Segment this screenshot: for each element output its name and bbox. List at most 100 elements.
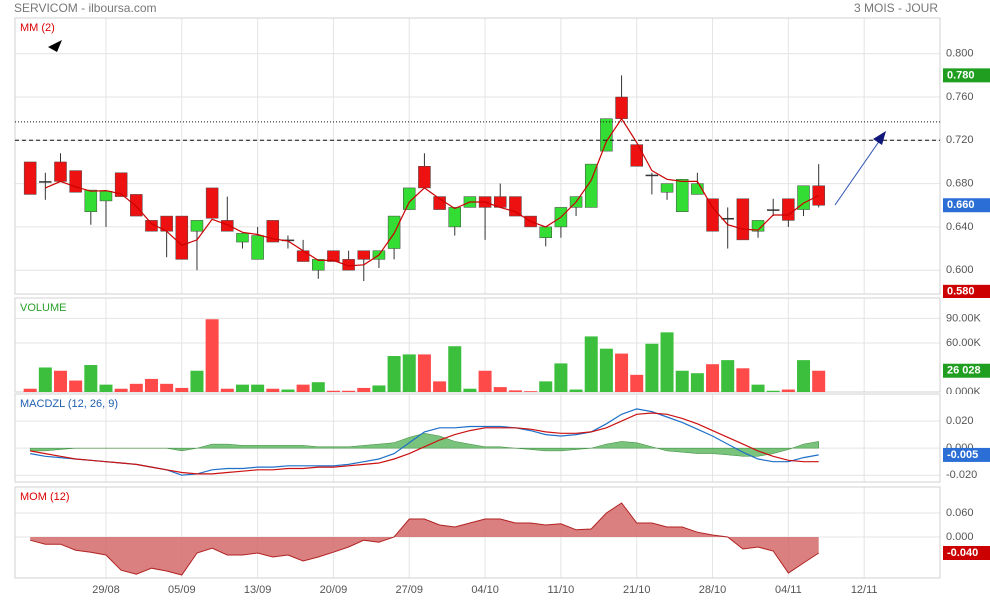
value-marker-label: 0.660 <box>947 199 975 211</box>
x-tick-label: 12/11 <box>851 584 878 596</box>
x-tick-label: 21/10 <box>623 584 651 596</box>
volume-bar <box>235 384 249 392</box>
y-tick-label: 0.760 <box>946 91 974 103</box>
value-marker-label: -0.005 <box>947 449 978 461</box>
value-marker <box>943 68 990 83</box>
volume-bar <box>433 381 447 392</box>
volume-bar <box>690 373 704 392</box>
volume-bar <box>448 346 462 392</box>
volume-bar <box>84 365 98 392</box>
volume-bar <box>160 383 174 392</box>
volume-bar <box>675 370 689 392</box>
volume-bar <box>554 363 568 392</box>
x-tick-label: 04/10 <box>471 584 499 596</box>
panel-frame <box>14 297 941 393</box>
candle-body <box>205 187 219 219</box>
volume-bar <box>69 380 83 392</box>
panel: 0.600 0.640 0.680 0.720 0.760 0.800 MM (2) 0.78… <box>0 17 990 299</box>
value-marker <box>943 363 990 378</box>
volume-bar <box>205 319 219 392</box>
period-label: 3 MOIS - JOUR <box>854 1 938 15</box>
volume-bar <box>524 391 538 392</box>
candle-body <box>691 183 704 195</box>
volume-bar <box>736 368 750 392</box>
volume-bar <box>251 384 265 392</box>
plot-area <box>29 408 819 476</box>
volume-bar <box>615 353 629 392</box>
volume-bar <box>220 388 234 392</box>
volume-bar <box>645 343 659 392</box>
candle-body <box>221 220 234 232</box>
candle-body <box>645 174 659 177</box>
y-tick-label: -0.020 <box>946 469 977 481</box>
plot-area <box>30 502 819 576</box>
arrow-head <box>873 131 886 145</box>
y-tick-label: 60.00K <box>946 337 982 349</box>
volume-bar <box>296 384 310 392</box>
volume-bar <box>812 370 826 392</box>
x-tick-label: 11/10 <box>548 584 575 596</box>
volume-bar <box>190 370 204 392</box>
volume-bar <box>630 374 644 392</box>
candle-body <box>312 259 325 271</box>
candle-body <box>190 220 204 232</box>
candle-body <box>39 181 52 183</box>
x-tick-label: 04/11 <box>775 584 802 596</box>
x-tick-label: 20/09 <box>320 584 348 596</box>
candle-body <box>327 250 340 262</box>
candle-body <box>296 250 310 262</box>
candle-body <box>600 118 613 152</box>
panel-title: MM (2) <box>20 22 55 34</box>
volume-bar <box>766 390 780 392</box>
value-marker-label: 26 028 <box>947 365 981 377</box>
y-tick-label: 0.020 <box>946 415 974 427</box>
y-tick-label: 0.640 <box>946 221 974 233</box>
volume-bar <box>569 389 583 392</box>
volume-bar <box>539 381 553 392</box>
candle-body <box>54 161 67 182</box>
volume-bar <box>721 360 735 392</box>
candle-body <box>706 198 719 232</box>
volume-bar <box>99 384 113 392</box>
volume-bar <box>23 388 37 392</box>
candle-body <box>615 96 628 119</box>
volume-bar <box>584 336 598 392</box>
volume-bar <box>175 387 189 392</box>
plot-area <box>23 319 826 392</box>
candle-body <box>630 144 643 167</box>
candle-body <box>509 196 522 217</box>
candle-body <box>539 226 552 238</box>
x-tick-label: 28/10 <box>699 584 727 596</box>
volume-bar <box>326 390 340 392</box>
candle-body <box>342 259 355 271</box>
volume-bar <box>599 348 613 392</box>
panel-background <box>0 394 990 482</box>
volume-bar <box>402 354 416 392</box>
x-tick-label: 27/09 <box>395 584 423 596</box>
candle-body <box>675 179 689 212</box>
candle-body <box>782 198 795 221</box>
candle-body <box>418 166 431 189</box>
x-tick-label: 05/09 <box>168 584 196 596</box>
volume-bar <box>372 385 386 392</box>
candle-body <box>114 172 128 197</box>
y-tick-label: 0.060 <box>946 507 974 519</box>
plot-area <box>23 75 825 282</box>
volume-bar <box>144 378 158 392</box>
candle-body <box>84 189 98 212</box>
value-marker-label: 0.780 <box>947 69 975 81</box>
value-marker-label: -0.040 <box>947 547 978 559</box>
volume-bar <box>493 387 507 392</box>
y-tick-label: 0.000 <box>946 531 974 543</box>
volume-bar <box>38 367 52 392</box>
panel-title: MACDZL (12, 26, 9) <box>20 398 118 410</box>
panel-background <box>0 298 990 392</box>
panels: 0.600 0.640 0.680 0.720 0.760 0.800 MM (2) 0.78… <box>0 17 990 596</box>
candle-body <box>660 183 674 193</box>
chart-title: SERVICOM - ilboursa.com <box>14 1 156 15</box>
histogram-area <box>29 433 819 457</box>
volume-bar <box>706 364 720 392</box>
